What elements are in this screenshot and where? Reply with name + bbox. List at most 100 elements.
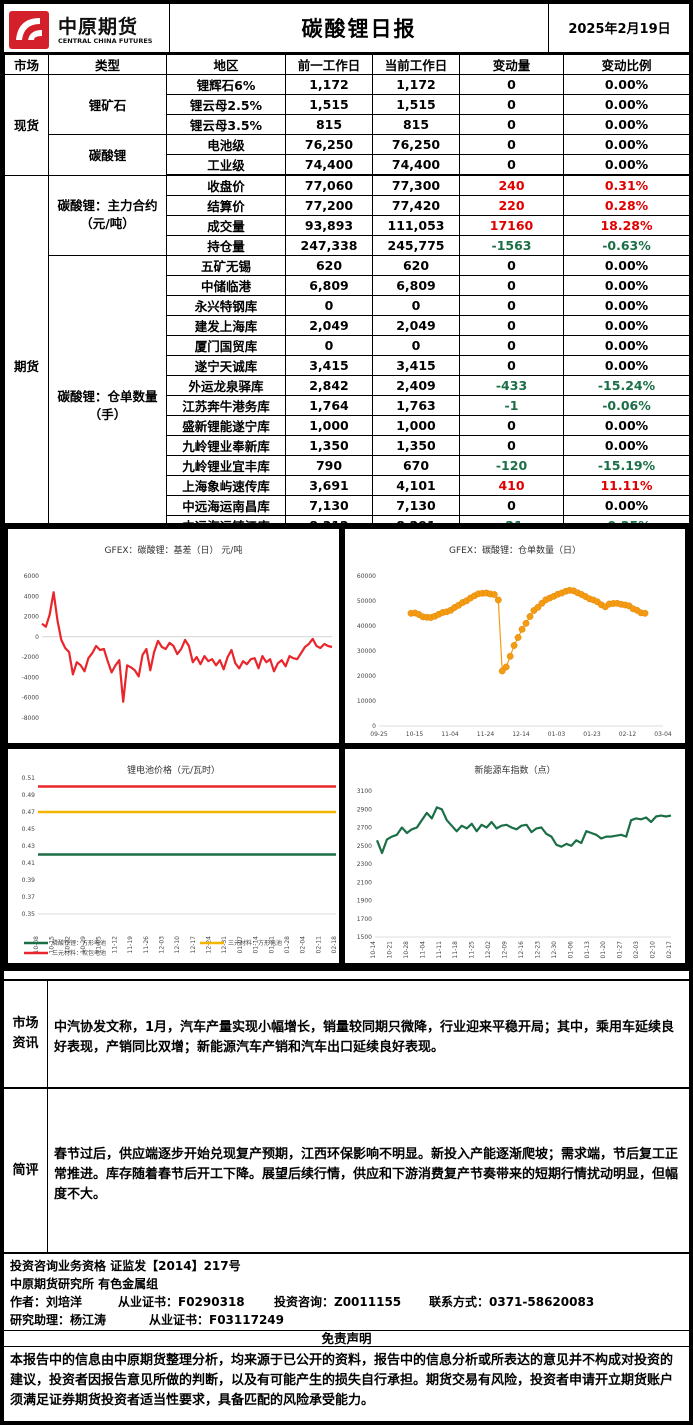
comment-section: 简评 春节过后，供应端逐步开始兑现复产预期，江西环保影响不明显。新投入产能逐渐爬…	[4, 1087, 689, 1252]
y-tick-label: 0.43	[22, 843, 36, 850]
prev-value: 1,515	[285, 94, 373, 115]
row-name: 江苏奔牛港务库	[166, 395, 286, 416]
x-tick-label: 11-04	[441, 731, 459, 738]
y-tick-label: 0.41	[22, 860, 36, 867]
y-tick-label: -2000	[22, 654, 40, 661]
change-pct: -15.19%	[563, 455, 690, 476]
curr-value: 3,415	[372, 355, 460, 376]
assistant: 研究助理：杨江涛	[10, 1313, 107, 1327]
group-contract: 碳酸锂：主力合约（元/吨）	[48, 174, 167, 256]
market-spot: 现货	[4, 74, 49, 176]
change-value: -433	[459, 375, 564, 396]
change-value: 0	[459, 315, 564, 336]
change-value: 0	[459, 114, 564, 135]
warrant-point	[502, 663, 510, 671]
x-tick-label: 10-15	[49, 936, 56, 954]
curr-value: 4,101	[372, 475, 460, 496]
y-tick-label: -4000	[22, 674, 40, 681]
company-logo: 中原期货 CENTRAL CHINA FUTURES	[8, 10, 168, 50]
nev-index-chart-svg: 3100 2900 2700 2500 2300 2100 1900 1700 150010-1…	[357, 788, 673, 959]
group-ore: 锂矿石	[48, 74, 167, 135]
legend-label: 三元材料：方形电池	[228, 939, 282, 947]
table-row: 锂云母2.5% 1,515 1,515 0 0.00%	[5, 94, 690, 115]
change-value: 17160	[459, 215, 564, 236]
x-tick-label: 02-18	[331, 936, 338, 954]
y-tick-label: 2100	[357, 879, 372, 886]
nev-index-chart: 新能源车指数（点） 3100 2900 2700 2500 2300 2100 1900 17…	[345, 749, 685, 963]
warrant-point	[490, 591, 498, 598]
change-value: 0	[459, 495, 564, 516]
curr-value: 2,409	[372, 375, 460, 396]
row-name: 收盘价	[166, 174, 286, 196]
y-tick-label: 1700	[357, 916, 372, 923]
row-name: 九岭锂业奉新库	[166, 435, 286, 456]
x-tick-label: 11-18	[452, 941, 459, 959]
prev-value: 0	[285, 335, 373, 356]
curr-value: 1,515	[372, 94, 460, 115]
y-tick-label: 0.35	[22, 911, 36, 918]
basis-chart-svg: 6000400020000-2000-4000-6000-800010-1410…	[22, 573, 333, 722]
author: 作者：刘培洋	[10, 1295, 83, 1309]
y-tick-label: 6000	[24, 573, 39, 580]
x-tick-label: 10-21	[386, 941, 393, 959]
change-value: 0	[459, 295, 564, 316]
change-pct: 0.00%	[563, 114, 690, 135]
prev-value: 74,400	[285, 154, 373, 176]
x-tick-label: 10-29	[80, 936, 87, 954]
warrant-point	[518, 625, 526, 633]
y-tick-label: -8000	[22, 715, 40, 722]
x-tick-label: 12-16	[518, 941, 525, 959]
change-value: 0	[459, 154, 564, 176]
table-header-row: 市场 类型 地区 前一工作日 当前工作日 变动量 变动比例	[4, 54, 690, 75]
x-tick-label: 01-07	[237, 936, 244, 954]
curr-value: 0	[372, 335, 460, 356]
prev-value: 93,893	[285, 215, 373, 236]
x-tick-label: 12-02	[485, 941, 492, 959]
legend-label: 磷酸铁锂：方形电池	[52, 939, 106, 947]
chart-title: GFEX：碳酸锂：仓单数量（日）	[448, 546, 581, 556]
x-tick-label: 12-24	[206, 936, 213, 954]
change-pct: 0.00%	[563, 495, 690, 516]
warrant-point	[522, 619, 530, 627]
x-tick-label: 01-03	[548, 731, 566, 738]
nev-series-line	[375, 806, 672, 855]
warrant-chart-svg: 60000 50000 40000 30000 20000 10000 009-25 10-1…	[357, 573, 672, 738]
change-pct: 0.00%	[563, 134, 690, 155]
prev-value: 247,338	[285, 235, 373, 256]
y-tick-label: 3100	[357, 788, 372, 795]
x-tick-label: 01-28	[284, 936, 291, 954]
change-pct: 18.28%	[563, 215, 690, 236]
y-tick-label: 1500	[357, 934, 372, 941]
row-name: 锂辉石6%	[166, 74, 286, 95]
warrant-point	[514, 634, 522, 641]
prev-value: 790	[285, 455, 373, 476]
row-name: 上海象屿速传库	[166, 475, 286, 496]
price-table: 市场 类型 地区 前一工作日 当前工作日 变动量 变动比例 现货 锂矿石 锂辉石6% 1,172 1,…	[4, 54, 690, 556]
prev-value: 0	[285, 295, 373, 316]
x-tick-label: 11-05	[96, 936, 103, 954]
prev-value: 7,130	[285, 495, 373, 516]
change-value: 0	[459, 275, 564, 296]
x-tick-label: 09-25	[370, 731, 388, 738]
qualification-line: 投资咨询业务资格 证监发【2014】217号	[10, 1259, 241, 1273]
report-header: 中原期货 CENTRAL CHINA FUTURES 碳酸锂日报 2025年2月…	[4, 4, 689, 54]
report-title: 碳酸锂日报	[169, 4, 549, 54]
curr-value: 245,775	[372, 235, 460, 256]
curr-value: 74,400	[372, 154, 460, 176]
row-name: 持仓量	[166, 235, 286, 256]
x-tick-label: 11-04	[419, 941, 426, 959]
row-name: 五矿无锡	[166, 255, 286, 276]
row-name: 锂云母2.5%	[166, 94, 286, 115]
disclaimer-title: 免责声明	[4, 1330, 689, 1347]
table-row: 持仓量 247,338 245,775 -1563 -0.63%	[5, 235, 690, 256]
y-tick-label: 0	[372, 723, 376, 730]
curr-value: 815	[372, 114, 460, 135]
x-tick-label: 10-22	[64, 936, 71, 954]
table-row: 期货 碳酸锂：主力合约（元/吨） 收盘价 77,060 77,300 240 0.31%	[4, 174, 690, 556]
author-cert: 从业证书：F0290318	[118, 1295, 245, 1309]
change-pct: 0.31%	[563, 174, 690, 196]
y-tick-label: 30000	[357, 648, 376, 655]
x-tick-label: 12-30	[551, 941, 558, 959]
x-tick-label: 11-25	[469, 941, 476, 959]
row-name: 中远海运南昌库	[166, 495, 286, 516]
